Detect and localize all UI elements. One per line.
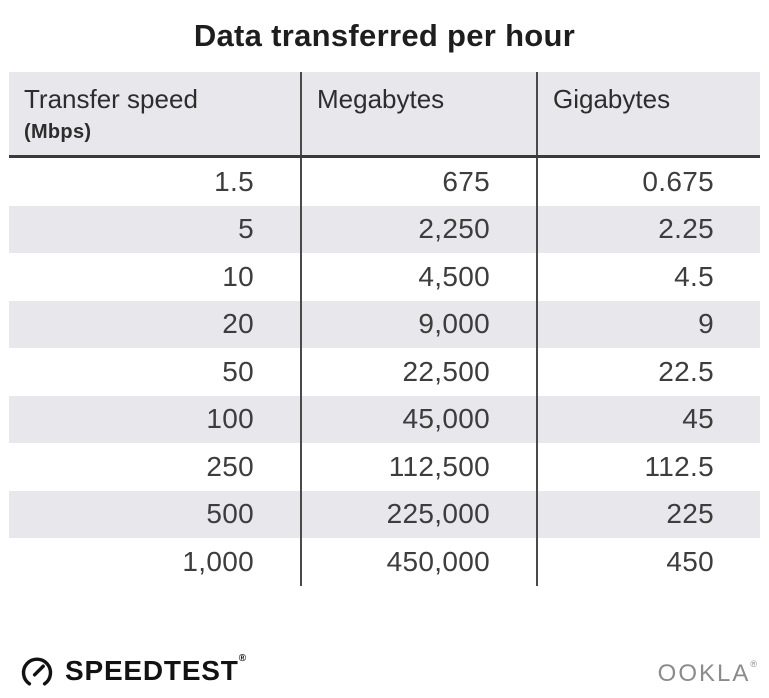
cell-gigabytes: 112.5 [644,450,714,482]
cell-gigabytes: 45 [682,403,714,435]
column-header-label: Megabytes [317,84,445,114]
cell-speed: 50 [9,348,302,396]
cell-megabytes: 112,500 [302,443,538,491]
cell-speed: 100 [9,395,302,443]
cell-gigabytes: 22.5 [658,355,714,387]
cell-gigabytes: 9 [698,308,714,340]
page-title: Data transferred per hour [193,18,576,53]
speedtest-gauge-icon [18,652,56,690]
cell-megabytes: 675 [302,158,538,206]
speedtest-wordmark: SPEEDTEST® [65,653,247,687]
cell-speed: 5 [9,205,302,253]
table-header-row: Transfer speed (Mbps) Megabytes Gigabyte… [9,72,760,158]
column-header-sublabel: (Mbps) [24,121,92,143]
cell-megabytes: 9,000 [302,300,538,348]
cell-megabytes: 45,000 [302,395,538,443]
cell-speed: 20 [9,300,302,348]
ookla-logo: OOKLA® [657,659,757,688]
column-header-label: Gigabytes [553,84,671,114]
table-row: 1,000 450,000 450 [9,538,760,586]
cell-speed: 500 [9,490,302,538]
cell-speed: 10 [9,253,302,301]
table-row: 500 225,000 225 [9,490,760,538]
table-row: 20 9,000 9 [9,300,760,348]
table-row: 10 4,500 4.5 [9,253,760,301]
cell-megabytes: 225,000 [302,490,538,538]
table-row: 250 112,500 112.5 [9,443,760,491]
table-row: 50 22,500 22.5 [9,348,760,396]
cell-gigabytes: 0.675 [642,165,714,197]
speedtest-label: SPEEDTEST [65,655,239,686]
cell-speed: 1.5 [9,158,302,206]
column-header-gigabytes: Gigabytes [538,72,760,155]
cell-megabytes: 4,500 [302,253,538,301]
cell-speed: 1,000 [9,538,302,586]
registered-trademark-icon: ® [238,653,247,664]
cell-megabytes: 2,250 [302,205,538,253]
column-header-label: Transfer speed [24,84,198,114]
column-header-megabytes: Megabytes [302,72,538,155]
cell-gigabytes: 4.5 [674,260,714,292]
cell-megabytes: 450,000 [302,538,538,586]
data-table: Transfer speed (Mbps) Megabytes Gigabyte… [9,72,760,586]
registered-trademark-icon: ® [750,659,757,669]
column-header-transfer-speed: Transfer speed (Mbps) [9,72,302,155]
table-row: 1.5 675 0.675 [9,158,760,206]
cell-gigabytes: 450 [666,545,714,577]
cell-megabytes: 22,500 [302,348,538,396]
cell-gigabytes: 2.25 [658,213,714,245]
cell-speed: 250 [9,443,302,491]
table-row: 100 45,000 45 [9,395,760,443]
table-row: 5 2,250 2.25 [9,205,760,253]
footer: SPEEDTEST® OOKLA® [0,636,769,698]
ookla-wordmark: OOKLA [657,660,751,687]
cell-gigabytes: 225 [666,498,714,530]
speedtest-logo: SPEEDTEST® [18,652,247,690]
